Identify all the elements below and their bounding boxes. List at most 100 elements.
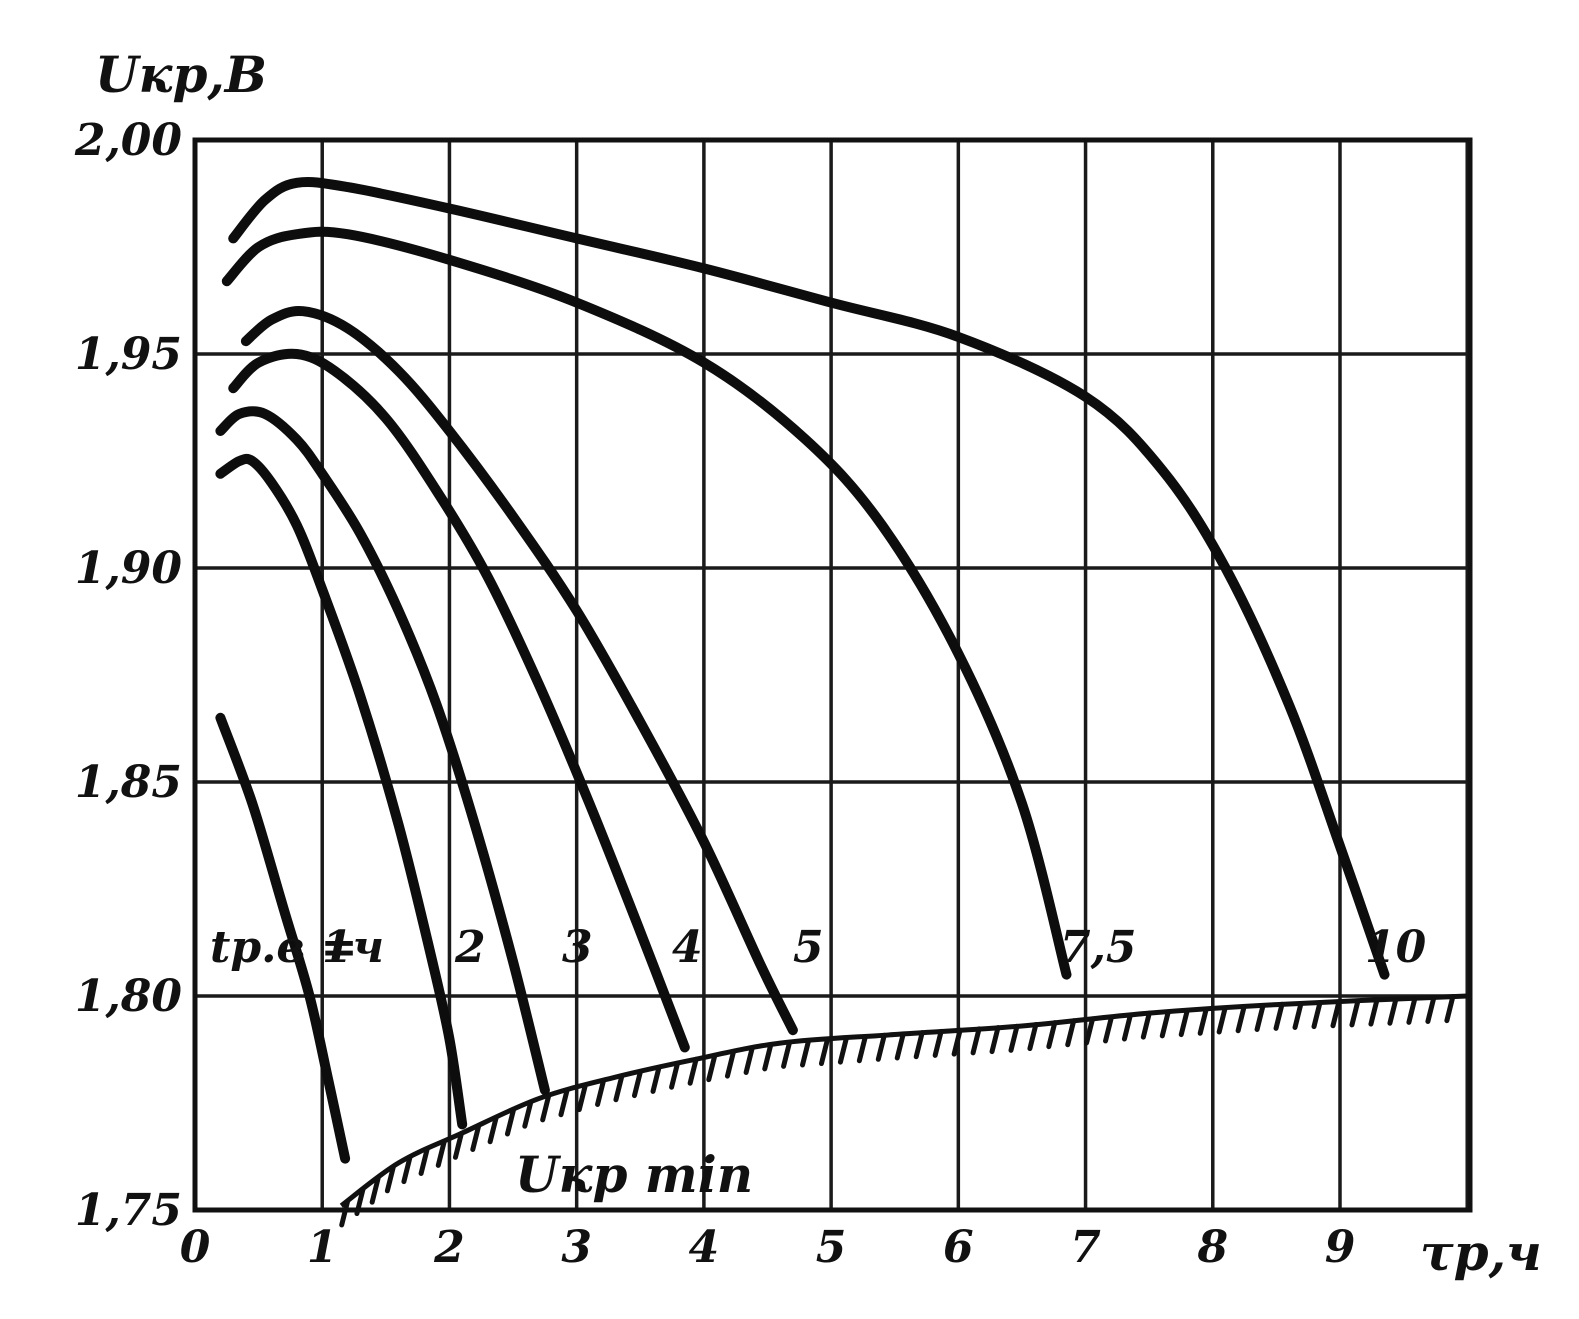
boundary-hatch bbox=[452, 1130, 464, 1160]
x-tick-label: 9 bbox=[1325, 1222, 1356, 1273]
y-tick-label: 1,90 bbox=[75, 543, 183, 594]
boundary-hatch bbox=[1197, 1006, 1209, 1036]
boundary-hatch bbox=[631, 1069, 643, 1099]
series-line-4 bbox=[240, 305, 798, 1036]
boundary-hatch bbox=[1292, 1000, 1304, 1030]
min-voltage-label: Uкр min bbox=[515, 1145, 753, 1204]
x-tick-label: 6 bbox=[943, 1222, 974, 1273]
y-axis-title: Uкр,B bbox=[95, 45, 267, 104]
y-tick-label: 1,75 bbox=[75, 1185, 182, 1236]
plot-frame bbox=[192, 137, 1473, 1213]
series-label-3: 3 bbox=[562, 922, 593, 973]
series-label-7-5: 7,5 bbox=[1060, 922, 1137, 973]
boundary-hatch bbox=[1008, 1023, 1020, 1053]
x-tick-label: 5 bbox=[816, 1222, 847, 1273]
curve-group bbox=[215, 176, 1390, 1164]
boundary-hatch bbox=[384, 1164, 396, 1194]
series-line-0 bbox=[215, 712, 351, 1164]
boundary-hatch bbox=[970, 1026, 982, 1056]
series-line-2 bbox=[215, 406, 550, 1096]
boundary-hatch bbox=[1311, 1000, 1323, 1030]
boundary-hatch bbox=[913, 1030, 925, 1060]
x-tick-label: 0 bbox=[180, 1222, 211, 1273]
grid bbox=[195, 140, 1470, 1210]
boundary-hatch bbox=[856, 1034, 868, 1064]
boundary-hatch bbox=[1254, 1002, 1266, 1032]
boundary-hatch bbox=[1046, 1020, 1058, 1050]
boundary-hatch bbox=[1406, 995, 1418, 1025]
boundary-hatch bbox=[650, 1064, 662, 1094]
boundary-hatch bbox=[354, 1187, 366, 1217]
boundary-hatch bbox=[762, 1042, 774, 1072]
boundary-hatch bbox=[669, 1060, 681, 1090]
boundary-hatch bbox=[1368, 997, 1380, 1027]
series-label-4: 4 bbox=[672, 922, 703, 973]
boundary-hatch bbox=[894, 1031, 906, 1061]
y-tick-label: 1,80 bbox=[75, 971, 183, 1022]
boundary-hatch bbox=[522, 1099, 534, 1129]
y-tick-label: 1,95 bbox=[75, 329, 182, 380]
boundary-hatch bbox=[1140, 1010, 1152, 1040]
series-line-3 bbox=[228, 348, 690, 1053]
boundary-hatch bbox=[1084, 1016, 1096, 1046]
boundary-hatch bbox=[1216, 1005, 1228, 1035]
x-tick-label: 1 bbox=[307, 1222, 338, 1273]
boundary-hatch bbox=[989, 1025, 1001, 1055]
boundary-hatch bbox=[1349, 998, 1361, 1028]
series-line-6 bbox=[228, 176, 1390, 980]
boundary-hatch bbox=[1444, 994, 1456, 1024]
boundary-hatch bbox=[781, 1039, 793, 1069]
boundary-hatch bbox=[540, 1093, 552, 1123]
boundary-hatch bbox=[951, 1027, 963, 1057]
boundary-hatch bbox=[1121, 1012, 1133, 1042]
boundary-hatch bbox=[1178, 1008, 1190, 1038]
series-label-2: 2 bbox=[454, 922, 486, 973]
boundary-hatch bbox=[401, 1155, 413, 1185]
boundary-hatch bbox=[487, 1115, 499, 1145]
x-tick-label: 7 bbox=[1070, 1222, 1101, 1273]
boundary-hatch bbox=[818, 1037, 830, 1067]
boundary-hatch bbox=[706, 1053, 718, 1083]
boundary-hatch bbox=[687, 1056, 699, 1086]
boundary-hatch bbox=[613, 1073, 625, 1103]
series-label-1h: 1ч bbox=[322, 922, 384, 973]
boundary-hatch bbox=[743, 1045, 755, 1075]
boundary-hatch bbox=[1065, 1018, 1077, 1048]
series-line-5 bbox=[221, 226, 1072, 980]
x-tick-label: 3 bbox=[561, 1222, 592, 1273]
boundary-hatch bbox=[558, 1088, 570, 1118]
boundary-hatch bbox=[1159, 1009, 1171, 1039]
boundary-hatch bbox=[1330, 999, 1342, 1029]
boundary-hatch bbox=[470, 1123, 482, 1153]
boundary-hatch bbox=[837, 1035, 849, 1065]
boundary-hatch bbox=[1027, 1022, 1039, 1052]
series-label-10: 10 bbox=[1365, 922, 1427, 973]
boundary-hatch bbox=[418, 1146, 430, 1176]
series-prefix-label: tр.в = bbox=[210, 922, 358, 973]
y-tick-label: 1,85 bbox=[75, 757, 182, 808]
boundary-hatch bbox=[724, 1049, 736, 1079]
y-tick-label: 2,00 bbox=[74, 115, 183, 166]
boundary-hatch bbox=[1425, 994, 1437, 1024]
tick-labels: 0 1 2 3 4 5 6 7 8 9 1,75 1,80 1,85 1,90 1,95 2,00 bbox=[74, 115, 1355, 1273]
series-line-1 bbox=[215, 453, 468, 1130]
series-label-5: 5 bbox=[793, 922, 824, 973]
boundary-hatch bbox=[799, 1038, 811, 1068]
boundary-hatch bbox=[1235, 1004, 1247, 1034]
boundary-hatch bbox=[369, 1175, 381, 1205]
boundary-hatch bbox=[875, 1032, 887, 1062]
boundary-hatch bbox=[1387, 996, 1399, 1026]
boundary-hatch bbox=[1103, 1014, 1115, 1044]
x-axis-title: τp,ч bbox=[1420, 1223, 1542, 1282]
x-tick-label: 2 bbox=[433, 1222, 465, 1273]
boundary-hatch bbox=[932, 1028, 944, 1058]
boundary-hatch bbox=[339, 1198, 351, 1228]
boundary-hatch bbox=[1273, 1001, 1285, 1031]
boundary-hatch bbox=[435, 1138, 447, 1168]
boundary-hatch bbox=[504, 1107, 516, 1137]
boundary-hatch bbox=[576, 1083, 588, 1113]
boundary-hatch bbox=[595, 1077, 607, 1107]
min-voltage-boundary bbox=[339, 993, 1468, 1228]
